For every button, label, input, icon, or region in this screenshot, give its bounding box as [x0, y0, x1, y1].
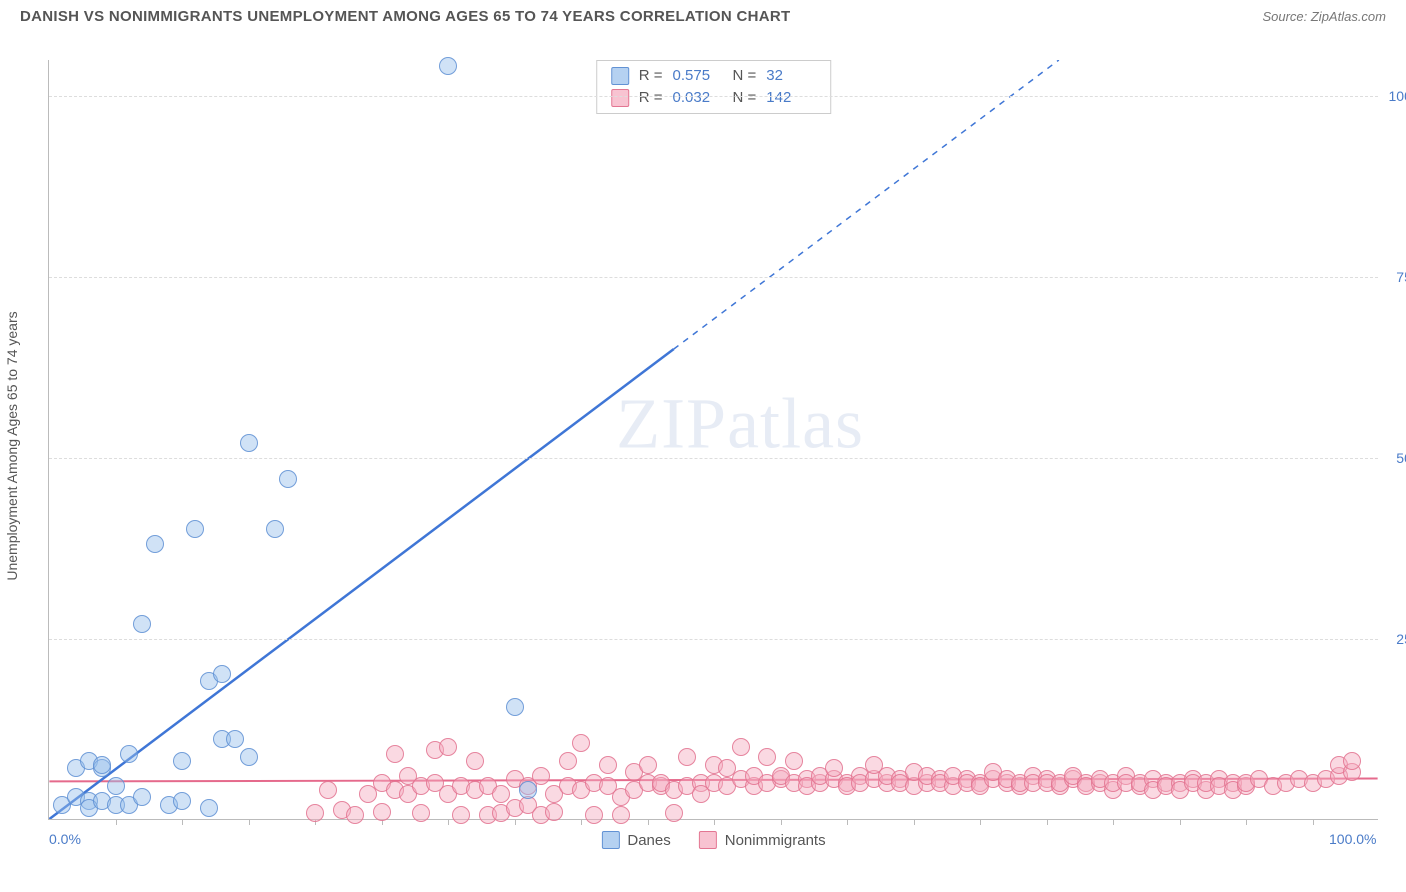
gridline — [49, 458, 1378, 459]
blue-point — [107, 777, 125, 795]
x-tick — [249, 819, 250, 825]
swatch-pink-icon — [611, 89, 629, 107]
x-tick — [116, 819, 117, 825]
x-tick — [1113, 819, 1114, 825]
swatch-blue-icon — [601, 831, 619, 849]
x-tick — [648, 819, 649, 825]
legend-item-danes: Danes — [601, 831, 670, 849]
blue-point — [173, 792, 191, 810]
pink-point — [492, 785, 510, 803]
blue-point — [266, 520, 284, 538]
pink-point — [599, 756, 617, 774]
blue-point — [186, 520, 204, 538]
x-tick — [515, 819, 516, 825]
pink-point — [532, 767, 550, 785]
chart-header: DANISH VS NONIMMIGRANTS UNEMPLOYMENT AMO… — [0, 0, 1406, 29]
gridline — [49, 96, 1378, 97]
pink-point — [386, 745, 404, 763]
blue-point — [133, 615, 151, 633]
y-tick-label: 100.0% — [1389, 88, 1406, 104]
x-tick — [1180, 819, 1181, 825]
chart-source: Source: ZipAtlas.com — [1262, 9, 1386, 24]
pink-point — [639, 756, 657, 774]
series-legend: Danes Nonimmigrants — [601, 831, 825, 849]
pink-point — [732, 738, 750, 756]
x-tick — [1313, 819, 1314, 825]
pink-point — [306, 804, 324, 822]
blue-point — [506, 698, 524, 716]
pink-point — [758, 748, 776, 766]
legend-row-nonimmigrants: R = 0.032 N = 142 — [611, 87, 817, 109]
pink-point — [439, 738, 457, 756]
pink-point — [665, 804, 683, 822]
pink-point — [466, 752, 484, 770]
legend-row-danes: R = 0.575 N = 32 — [611, 65, 817, 87]
pink-point — [545, 803, 563, 821]
x-tick-label: 100.0% — [1329, 831, 1376, 847]
x-tick — [448, 819, 449, 825]
x-tick — [914, 819, 915, 825]
blue-point — [240, 434, 258, 452]
pink-point — [585, 806, 603, 824]
scatter-chart: ZIPatlas R = 0.575 N = 32 R = 0.032 N = … — [48, 60, 1378, 820]
pink-point — [452, 806, 470, 824]
swatch-blue-icon — [611, 67, 629, 85]
blue-point — [93, 756, 111, 774]
x-tick — [847, 819, 848, 825]
x-tick — [781, 819, 782, 825]
blue-point — [146, 535, 164, 553]
blue-point — [519, 781, 537, 799]
pink-point — [373, 803, 391, 821]
watermark: ZIPatlas — [616, 383, 864, 466]
pink-point — [559, 752, 577, 770]
blue-point — [120, 745, 138, 763]
pink-point — [825, 759, 843, 777]
x-tick — [182, 819, 183, 825]
x-tick — [980, 819, 981, 825]
blue-point — [279, 470, 297, 488]
blue-point — [240, 748, 258, 766]
y-tick-label: 25.0% — [1396, 631, 1406, 647]
swatch-pink-icon — [699, 831, 717, 849]
gridline — [49, 639, 1378, 640]
gridline — [49, 277, 1378, 278]
chart-title: DANISH VS NONIMMIGRANTS UNEMPLOYMENT AMO… — [20, 8, 790, 25]
x-tick — [1246, 819, 1247, 825]
pink-point — [1343, 752, 1361, 770]
blue-point — [226, 730, 244, 748]
x-tick — [714, 819, 715, 825]
pink-point — [678, 748, 696, 766]
y-axis-label: Unemployment Among Ages 65 to 74 years — [4, 311, 20, 580]
y-tick-label: 75.0% — [1396, 269, 1406, 285]
x-tick — [581, 819, 582, 825]
pink-point — [785, 752, 803, 770]
blue-point — [200, 799, 218, 817]
blue-point — [213, 665, 231, 683]
correlation-legend: R = 0.575 N = 32 R = 0.032 N = 142 — [596, 60, 832, 114]
blue-point — [173, 752, 191, 770]
x-tick — [1047, 819, 1048, 825]
pink-point — [346, 806, 364, 824]
blue-point — [133, 788, 151, 806]
blue-point — [439, 57, 457, 75]
pink-point — [612, 806, 630, 824]
pink-point — [572, 734, 590, 752]
pink-point — [412, 804, 430, 822]
pink-point — [319, 781, 337, 799]
x-tick-label: 0.0% — [49, 831, 81, 847]
y-tick-label: 50.0% — [1396, 450, 1406, 466]
legend-item-nonimmigrants: Nonimmigrants — [699, 831, 826, 849]
